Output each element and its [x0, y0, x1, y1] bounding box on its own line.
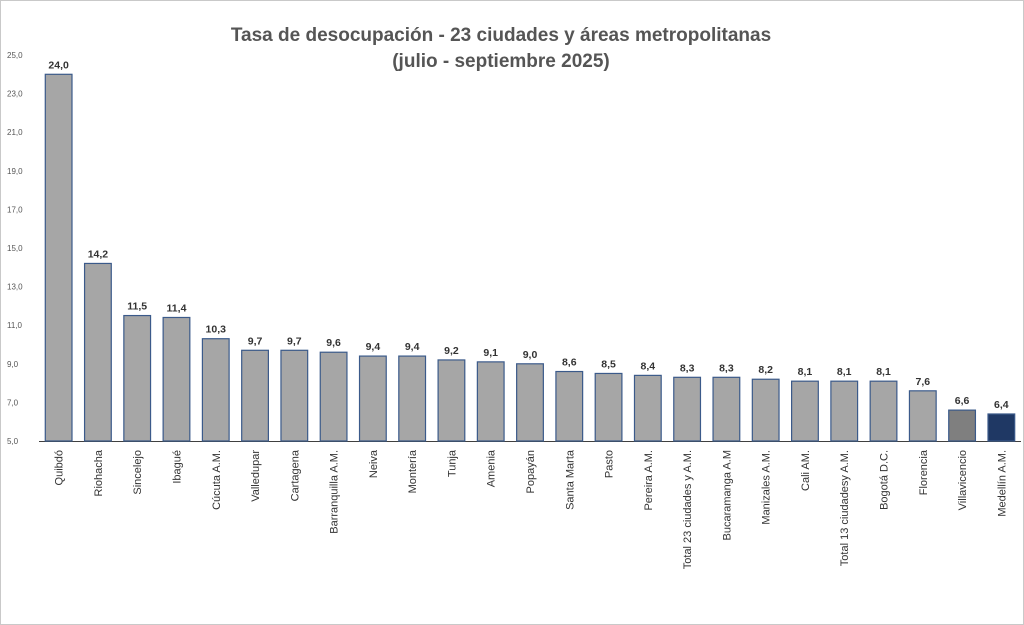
category-label: Riohacha	[93, 449, 105, 496]
bar	[751, 378, 780, 442]
data-label: 8,1	[876, 366, 891, 378]
category-label: Neiva	[368, 449, 380, 478]
bar	[358, 355, 387, 442]
bar	[673, 376, 702, 442]
bar	[319, 351, 348, 442]
category-label: Manizales A.M.	[761, 450, 773, 525]
bar	[908, 390, 937, 442]
data-label: 9,7	[248, 335, 263, 347]
category-label: Bucaramanga A.M	[721, 450, 733, 541]
category-label: Montería	[407, 449, 419, 493]
category-label: Cali AM.	[800, 450, 812, 491]
bar	[791, 380, 819, 442]
category-label: Barranquilla A.M.	[329, 450, 341, 534]
data-label: 6,4	[994, 399, 1009, 411]
bar	[162, 316, 191, 442]
category-label: Popayán	[525, 450, 537, 493]
category-label: Total 23 ciudades y A.M.	[682, 450, 694, 569]
category-label: Villavicencio	[957, 450, 969, 510]
category-label: Quibdó	[54, 450, 66, 485]
data-label: 9,6	[326, 337, 341, 349]
chart-title-block: Tasa de desocupación - 23 ciudades y áre…	[1, 23, 1001, 75]
category-label: Florencia	[918, 449, 930, 495]
bar	[830, 380, 859, 442]
data-label: 11,4	[167, 302, 187, 314]
y-tick-label: 13,0	[7, 283, 23, 292]
data-label: 24,0	[48, 59, 69, 71]
bar	[633, 374, 662, 442]
category-label: Pereira A.M.	[643, 450, 655, 511]
bar	[712, 376, 741, 442]
bar	[987, 413, 1016, 442]
y-tick-label: 5,0	[7, 437, 19, 446]
bar	[594, 372, 623, 442]
data-label: 8,1	[837, 366, 852, 378]
bar	[869, 380, 898, 442]
data-label: 14,2	[88, 248, 109, 260]
y-tick-label: 11,0	[7, 321, 23, 330]
bar	[948, 409, 977, 442]
y-tick-label: 21,0	[7, 128, 23, 137]
data-label: 11,5	[127, 301, 147, 313]
data-label: 9,1	[483, 347, 498, 359]
bar	[83, 262, 112, 442]
category-label: Amenia	[486, 449, 498, 487]
category-label: Cartagena	[289, 449, 301, 501]
bar	[516, 363, 544, 442]
bar	[437, 359, 466, 442]
category-label: Medellín A.M.	[996, 450, 1008, 517]
y-tick-label: 23,0	[7, 90, 23, 99]
data-label: 9,4	[405, 341, 420, 353]
data-label: 9,2	[444, 345, 459, 357]
category-label: Valledupar	[250, 450, 262, 502]
category-label: Cúcuta A.M.	[211, 450, 223, 510]
data-label: 9,4	[366, 341, 381, 353]
category-label: Bogotá D.C.	[879, 450, 891, 510]
data-label: 9,7	[287, 335, 302, 347]
category-label: Pasto	[604, 450, 616, 478]
bar	[555, 370, 584, 442]
category-label: Tunja	[446, 449, 458, 477]
bar	[241, 349, 269, 442]
chart-subtitle: (julio - septiembre 2025)	[392, 51, 610, 72]
data-label: 10,3	[206, 324, 227, 336]
bar	[476, 361, 505, 442]
data-label: 7,6	[915, 376, 930, 388]
data-label: 8,1	[798, 366, 813, 378]
category-label: Total 13 ciudadesy A.M.	[839, 450, 851, 566]
bar	[44, 73, 73, 442]
data-label: 6,6	[955, 395, 970, 407]
data-label: 8,2	[758, 364, 773, 376]
y-tick-label: 19,0	[7, 167, 23, 176]
y-tick-label: 15,0	[7, 244, 23, 253]
bar	[201, 338, 230, 442]
bar	[123, 314, 152, 442]
y-tick-label: 7,0	[7, 398, 19, 407]
data-label: 8,4	[641, 360, 656, 372]
data-label: 8,3	[719, 362, 734, 374]
category-label: Sincelejo	[132, 450, 144, 495]
chart-title: Tasa de desocupación - 23 ciudades y áre…	[230, 25, 772, 46]
data-label: 8,6	[562, 357, 577, 369]
bar	[280, 349, 309, 442]
data-label: 9,0	[523, 349, 538, 361]
data-label: 8,5	[601, 358, 616, 370]
data-label: 8,3	[680, 362, 695, 374]
y-tick-label: 9,0	[7, 360, 19, 369]
bar	[398, 355, 427, 442]
y-tick-label: 17,0	[7, 205, 23, 214]
category-label: Santa Marta	[564, 449, 576, 510]
y-tick-label: 25,0	[7, 51, 23, 60]
category-label: Ibagué	[171, 450, 183, 484]
